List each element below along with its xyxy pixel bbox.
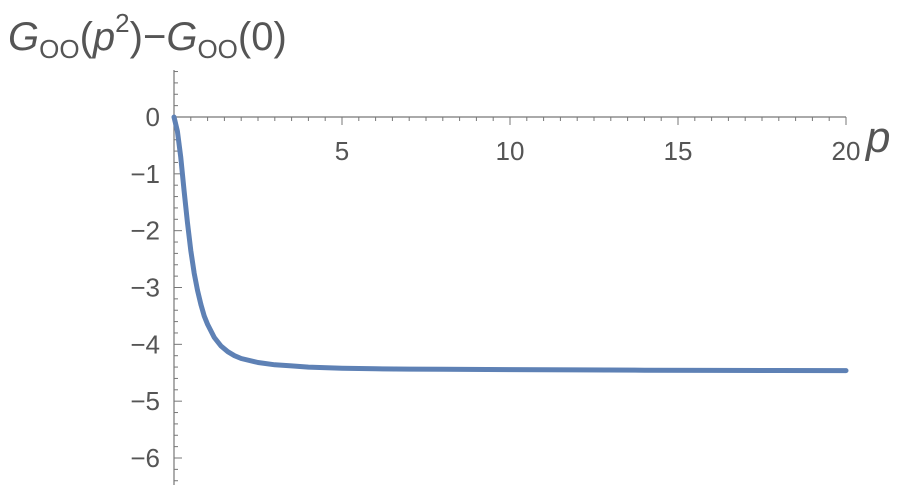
y-tick-label: −4 [130, 329, 160, 359]
y-tick-label: 0 [146, 102, 160, 132]
axes: 5 10 15 20 0 −1 −2 −3 −4 −5 −6 [130, 70, 860, 485]
x-tick-label: 10 [496, 136, 525, 166]
y-tick-label: −2 [130, 216, 160, 246]
x-tick-label: 20 [832, 136, 861, 166]
y-tick-label: −3 [130, 273, 160, 303]
x-axis-label: p [864, 113, 890, 162]
series-line [171, 114, 849, 374]
x-tick-label: 5 [335, 136, 349, 166]
y-tick-label: −1 [130, 159, 160, 189]
y-tick-label: −6 [130, 443, 160, 473]
series-layer [171, 114, 849, 374]
y-axis-label: GOO(p2)−GOO(0) [8, 8, 287, 64]
y-tick-label: −5 [130, 386, 160, 416]
x-tick-label: 15 [664, 136, 693, 166]
